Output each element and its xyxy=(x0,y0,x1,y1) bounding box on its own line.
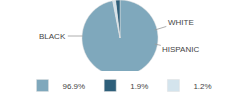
svg-text:WHITE: WHITE xyxy=(168,18,194,27)
svg-text:1.9%: 1.9% xyxy=(130,82,148,91)
svg-text:96.9%: 96.9% xyxy=(63,82,86,91)
svg-text:HISPANIC: HISPANIC xyxy=(162,45,199,54)
svg-text:1.2%: 1.2% xyxy=(193,82,211,91)
svg-text:BLACK: BLACK xyxy=(39,32,66,41)
